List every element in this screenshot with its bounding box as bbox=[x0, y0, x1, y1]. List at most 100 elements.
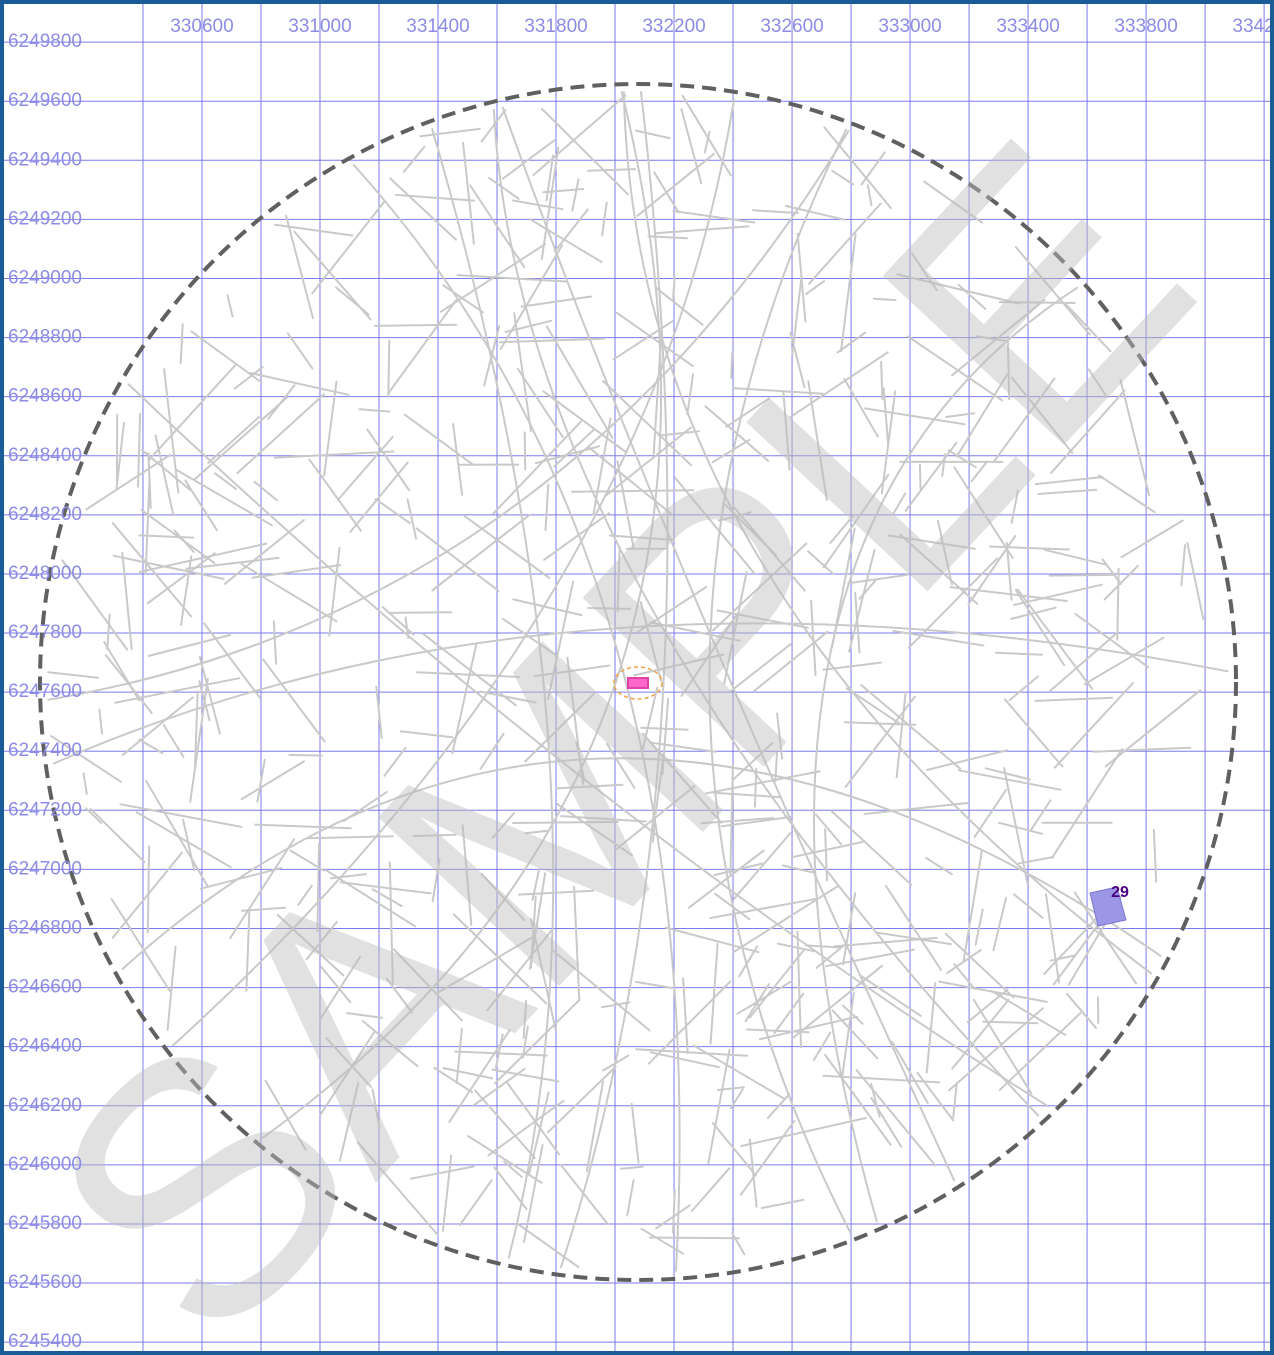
road bbox=[741, 1121, 794, 1195]
x-tick-label: 331800 bbox=[524, 16, 587, 37]
x-tick-label: 332600 bbox=[760, 16, 823, 37]
road bbox=[959, 770, 1060, 789]
road bbox=[274, 621, 276, 664]
x-tick-label: 333000 bbox=[878, 16, 941, 37]
road bbox=[250, 373, 348, 395]
road bbox=[181, 324, 183, 363]
map-view: 29 SAMPLE 330600331000331400331800332200… bbox=[0, 0, 1274, 1355]
road bbox=[514, 313, 531, 431]
road bbox=[621, 1167, 643, 1169]
road bbox=[185, 481, 217, 531]
road bbox=[683, 978, 688, 1053]
road bbox=[783, 866, 812, 873]
road bbox=[713, 1123, 756, 1175]
road bbox=[177, 470, 272, 525]
x-tick-label: 330600 bbox=[170, 16, 233, 37]
road bbox=[825, 829, 827, 880]
y-tick-label: 6247000 bbox=[8, 858, 82, 879]
x-tick-label: 331400 bbox=[406, 16, 469, 37]
y-tick-label: 6249200 bbox=[8, 208, 82, 229]
road bbox=[1106, 690, 1201, 766]
road bbox=[375, 325, 457, 326]
y-tick-label: 6247800 bbox=[8, 622, 82, 643]
y-tick-label: 6246000 bbox=[8, 1154, 82, 1175]
y-tick-label: 6248200 bbox=[8, 504, 82, 525]
road bbox=[1105, 566, 1138, 600]
y-tick-label: 6249600 bbox=[8, 90, 82, 111]
road bbox=[530, 219, 601, 262]
road bbox=[1154, 830, 1156, 882]
road bbox=[268, 385, 294, 419]
road bbox=[417, 528, 499, 590]
road bbox=[390, 178, 456, 239]
road bbox=[1181, 545, 1185, 585]
road bbox=[832, 171, 853, 185]
road bbox=[650, 1238, 739, 1239]
y-tick-label: 6247600 bbox=[8, 681, 82, 702]
road bbox=[329, 548, 339, 636]
y-tick-label: 6247200 bbox=[8, 799, 82, 820]
road bbox=[420, 129, 479, 136]
road bbox=[1031, 800, 1051, 831]
road bbox=[1085, 638, 1164, 684]
y-tick-label: 6246800 bbox=[8, 918, 82, 939]
road bbox=[648, 236, 687, 238]
road bbox=[831, 811, 911, 885]
road bbox=[1010, 677, 1038, 701]
road bbox=[843, 1006, 863, 1024]
road bbox=[525, 432, 526, 469]
road bbox=[503, 140, 554, 178]
y-tick-label: 6249800 bbox=[8, 31, 82, 52]
road bbox=[657, 226, 749, 233]
parcel-label: 29 bbox=[1111, 884, 1129, 901]
road bbox=[359, 409, 389, 411]
road bbox=[146, 781, 207, 886]
road bbox=[968, 990, 1008, 1023]
y-tick-label: 6246200 bbox=[8, 1095, 82, 1116]
road bbox=[84, 773, 87, 793]
road bbox=[1050, 575, 1115, 576]
road bbox=[389, 300, 457, 393]
road bbox=[654, 172, 678, 212]
road bbox=[1035, 698, 1112, 701]
road bbox=[963, 850, 982, 962]
y-tick-label: 6245800 bbox=[8, 1213, 82, 1234]
road bbox=[543, 189, 583, 192]
road bbox=[953, 1083, 956, 1118]
road bbox=[164, 725, 184, 757]
road bbox=[501, 245, 562, 349]
road bbox=[408, 500, 417, 539]
road bbox=[996, 653, 1042, 655]
road bbox=[228, 295, 233, 316]
road bbox=[174, 530, 193, 552]
road bbox=[506, 321, 551, 332]
road bbox=[864, 803, 967, 814]
y-tick-label: 6248000 bbox=[8, 563, 82, 584]
road bbox=[489, 178, 519, 199]
road bbox=[793, 966, 882, 1038]
y-tick-label: 6248800 bbox=[8, 327, 82, 348]
road bbox=[753, 210, 798, 213]
road bbox=[390, 612, 452, 613]
road bbox=[1005, 699, 1063, 766]
road bbox=[290, 755, 322, 756]
road bbox=[254, 482, 276, 500]
y-tick-label: 6245400 bbox=[8, 1331, 82, 1352]
road bbox=[547, 326, 613, 438]
road bbox=[1050, 632, 1118, 691]
x-tick-label: 333400 bbox=[996, 16, 1059, 37]
road bbox=[286, 216, 313, 318]
y-tick-label: 6246600 bbox=[8, 977, 82, 998]
road bbox=[275, 225, 352, 236]
y-tick-label: 6249000 bbox=[8, 267, 82, 288]
road bbox=[976, 910, 983, 945]
road bbox=[405, 415, 474, 465]
road bbox=[288, 333, 313, 368]
road bbox=[336, 287, 369, 314]
y-tick-label: 6247400 bbox=[8, 740, 82, 761]
road bbox=[927, 750, 1007, 770]
x-tick-label: 331000 bbox=[288, 16, 351, 37]
road bbox=[122, 553, 131, 650]
road bbox=[148, 846, 149, 932]
road bbox=[737, 981, 791, 1014]
